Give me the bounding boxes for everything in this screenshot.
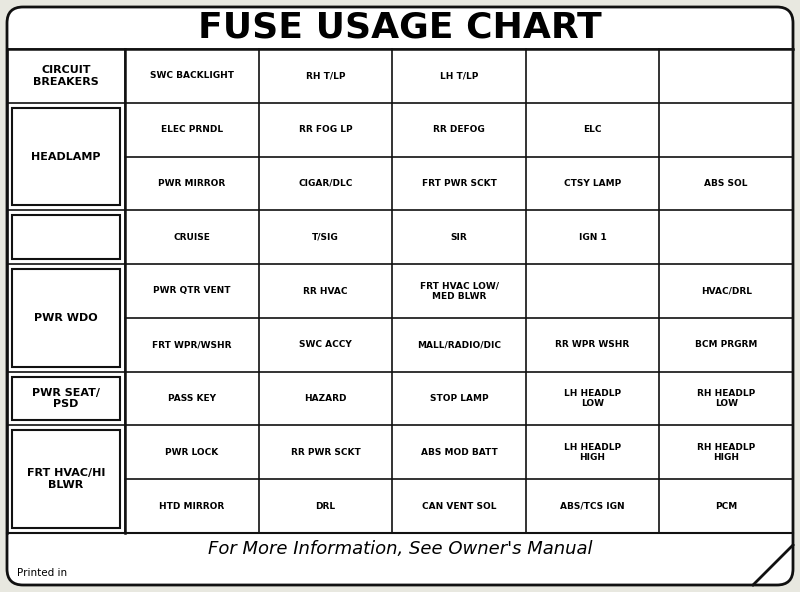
Bar [12,215,120,259]
Text: HVAC/DRL: HVAC/DRL [701,287,752,295]
Text: CTSY LAMP: CTSY LAMP [564,179,622,188]
Text: PASS KEY: PASS KEY [168,394,216,403]
Bar [12,377,120,420]
Text: HAZARD: HAZARD [304,394,346,403]
Text: PWR QTR VENT: PWR QTR VENT [153,287,230,295]
Text: PWR WDO: PWR WDO [34,313,98,323]
Text: ELEC PRNDL: ELEC PRNDL [161,125,223,134]
Text: ELC: ELC [583,125,602,134]
Text: ABS/TCS IGN: ABS/TCS IGN [560,501,625,511]
Text: RR DEFOG: RR DEFOG [433,125,485,134]
Bar [12,430,120,528]
Text: RH T/LP: RH T/LP [306,72,345,81]
Text: LH T/LP: LH T/LP [440,72,478,81]
Text: FRT PWR SCKT: FRT PWR SCKT [422,179,497,188]
Text: PWR LOCK: PWR LOCK [165,448,218,457]
Text: RR PWR SCKT: RR PWR SCKT [290,448,360,457]
Text: Printed in: Printed in [17,568,67,578]
Text: FRT WPR/WSHR: FRT WPR/WSHR [152,340,231,349]
Text: T/SIG: T/SIG [312,233,338,242]
Text: PCM: PCM [715,501,738,511]
Text: CIRCUIT
BREAKERS: CIRCUIT BREAKERS [33,65,99,86]
Text: RR FOG LP: RR FOG LP [298,125,352,134]
Text: ABS SOL: ABS SOL [705,179,748,188]
Text: HEADLAMP: HEADLAMP [31,152,101,162]
Bar [12,108,120,205]
Text: PWR SEAT/
PSD: PWR SEAT/ PSD [32,388,100,409]
Text: FRT HVAC/HI
BLWR: FRT HVAC/HI BLWR [27,468,105,490]
Text: MALL/RADIO/DIC: MALL/RADIO/DIC [417,340,501,349]
Text: RH HEADLP
HIGH: RH HEADLP HIGH [697,443,755,462]
Text: RR WPR WSHR: RR WPR WSHR [555,340,630,349]
Text: SWC ACCY: SWC ACCY [299,340,352,349]
Text: SWC BACKLIGHT: SWC BACKLIGHT [150,72,234,81]
Text: LH HEADLP
HIGH: LH HEADLP HIGH [564,443,621,462]
Text: FRT HVAC LOW/
MED BLWR: FRT HVAC LOW/ MED BLWR [419,281,498,301]
Text: STOP LAMP: STOP LAMP [430,394,488,403]
Text: PWR MIRROR: PWR MIRROR [158,179,226,188]
Text: CAN VENT SOL: CAN VENT SOL [422,501,496,511]
Text: SIR: SIR [450,233,467,242]
Text: IGN 1: IGN 1 [578,233,606,242]
Text: LH HEADLP
LOW: LH HEADLP LOW [564,389,621,408]
FancyBboxPatch shape [7,7,793,585]
Text: ABS MOD BATT: ABS MOD BATT [421,448,498,457]
Text: For More Information, See Owner's Manual: For More Information, See Owner's Manual [208,540,592,558]
Text: DRL: DRL [315,501,335,511]
Text: BCM PRGRM: BCM PRGRM [695,340,758,349]
Text: FUSE USAGE CHART: FUSE USAGE CHART [198,11,602,45]
Bar [12,269,120,366]
Text: CRUISE: CRUISE [174,233,210,242]
Text: RR HVAC: RR HVAC [303,287,348,295]
Text: HTD MIRROR: HTD MIRROR [159,501,225,511]
Text: CIGAR/DLC: CIGAR/DLC [298,179,353,188]
Text: RH HEADLP
LOW: RH HEADLP LOW [697,389,755,408]
